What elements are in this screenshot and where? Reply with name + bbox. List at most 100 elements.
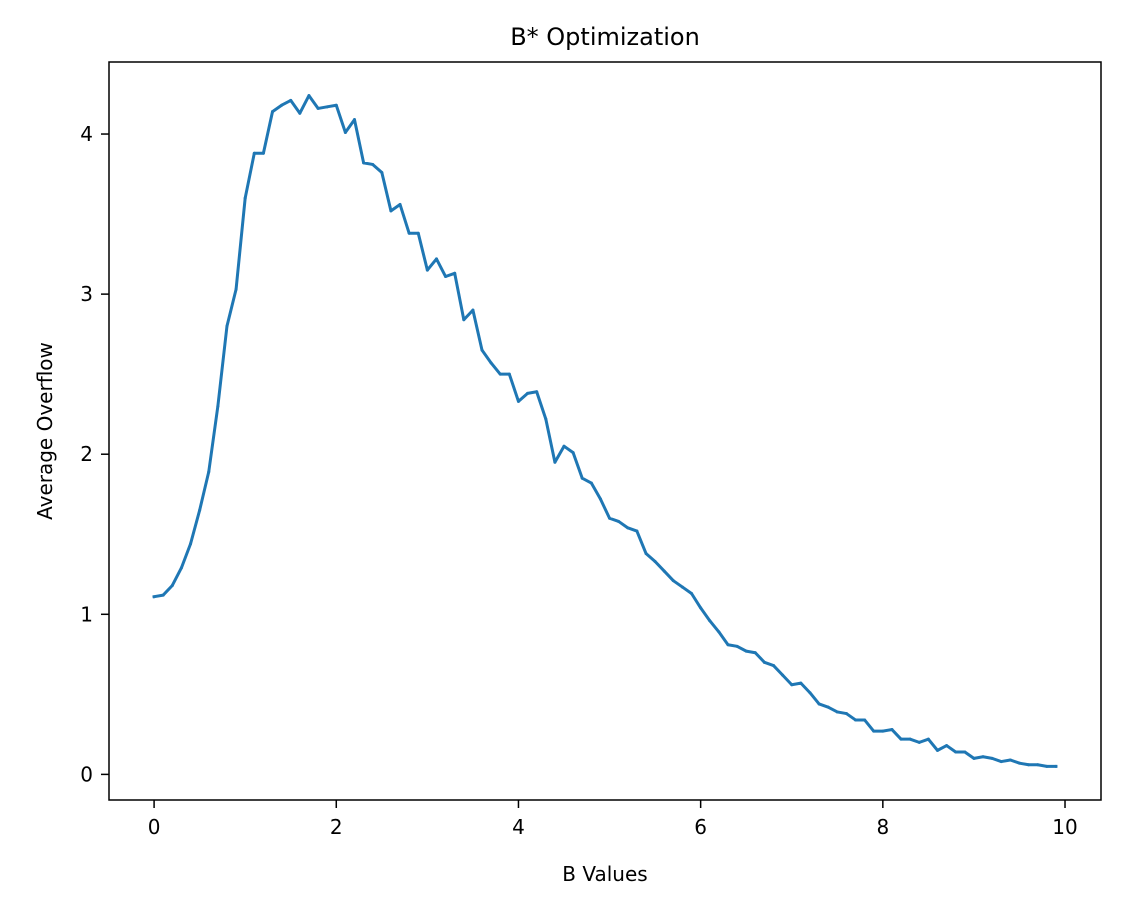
data-point — [644, 551, 648, 555]
data-point — [981, 755, 985, 759]
data-point — [598, 497, 602, 501]
data-point — [762, 660, 766, 664]
data-point — [325, 105, 329, 109]
data-point — [662, 569, 666, 573]
data-point — [854, 718, 858, 722]
data-point — [881, 729, 885, 733]
data-point — [462, 318, 466, 322]
data-point — [207, 470, 211, 474]
data-point — [790, 683, 794, 687]
data-point — [571, 451, 575, 455]
data-point — [680, 585, 684, 589]
data-point — [453, 271, 457, 275]
data-point — [653, 559, 657, 563]
x-tick-label: 8 — [876, 815, 889, 839]
data-point — [161, 593, 165, 597]
data-point — [580, 476, 584, 480]
y-tick-label: 4 — [80, 122, 93, 146]
data-point — [343, 130, 347, 134]
x-axis-label: B Values — [562, 862, 647, 886]
data-point — [589, 481, 593, 485]
data-point — [808, 691, 812, 695]
data-point — [152, 595, 156, 599]
data-point — [179, 566, 183, 570]
data-point — [954, 750, 958, 754]
data-point — [1008, 758, 1012, 762]
data-point — [261, 151, 265, 155]
y-tick-label: 0 — [80, 762, 93, 786]
x-axis: 0 2 4 6 8 10 — [148, 800, 1078, 839]
data-point — [608, 516, 612, 520]
data-point — [380, 170, 384, 174]
data-point — [945, 744, 949, 748]
data-point — [334, 103, 338, 107]
data-point — [899, 737, 903, 741]
data-point — [216, 404, 220, 408]
x-tick-label: 4 — [512, 815, 525, 839]
data-point — [526, 391, 530, 395]
data-point — [1036, 763, 1040, 767]
data-point — [690, 591, 694, 595]
data-point — [617, 519, 621, 523]
data-point — [389, 209, 393, 213]
data-point — [498, 372, 502, 376]
y-tick-label: 2 — [80, 442, 93, 466]
data-point — [717, 630, 721, 634]
data-point — [280, 103, 284, 107]
data-point — [362, 161, 366, 165]
series-line — [152, 94, 1058, 768]
data-point — [189, 542, 193, 546]
y-axis: 0 1 2 3 4 — [80, 122, 109, 786]
data-point — [316, 106, 320, 110]
data-point — [1017, 761, 1021, 765]
data-point — [1045, 764, 1049, 768]
data-point — [352, 118, 356, 122]
data-point — [289, 98, 293, 102]
y-tick-label: 3 — [80, 282, 93, 306]
data-point — [872, 729, 876, 733]
data-point — [972, 756, 976, 760]
data-point — [271, 110, 275, 114]
data-point — [535, 390, 539, 394]
data-point — [908, 737, 912, 741]
data-point — [671, 579, 675, 583]
data-point — [562, 444, 566, 448]
data-point — [744, 649, 748, 653]
data-point — [708, 619, 712, 623]
data-point — [553, 460, 557, 464]
data-point — [826, 705, 830, 709]
data-point — [307, 94, 311, 98]
plot-area — [152, 94, 1058, 768]
plot-frame — [108, 61, 1102, 801]
data-point — [1027, 763, 1031, 767]
data-point — [999, 760, 1003, 764]
data-point — [507, 372, 511, 376]
data-point — [772, 664, 776, 668]
data-point — [890, 728, 894, 732]
data-point — [471, 308, 475, 312]
data-point — [626, 526, 630, 530]
data-point — [1054, 764, 1058, 768]
data-point — [863, 718, 867, 722]
chart-title: B* Optimization — [510, 23, 700, 51]
data-point — [407, 231, 411, 235]
data-point — [963, 750, 967, 754]
data-point — [753, 651, 757, 655]
data-point — [198, 508, 202, 512]
data-point — [243, 196, 247, 200]
data-point — [699, 606, 703, 610]
x-tick-label: 2 — [330, 815, 343, 839]
data-point — [799, 681, 803, 685]
data-point — [489, 361, 493, 365]
data-point — [516, 399, 520, 403]
data-point — [480, 348, 484, 352]
data-point — [990, 756, 994, 760]
data-point — [170, 583, 174, 587]
data-point — [298, 111, 302, 115]
data-point — [726, 643, 730, 647]
data-point — [735, 644, 739, 648]
data-point — [635, 529, 639, 533]
x-tick-label: 10 — [1052, 815, 1077, 839]
